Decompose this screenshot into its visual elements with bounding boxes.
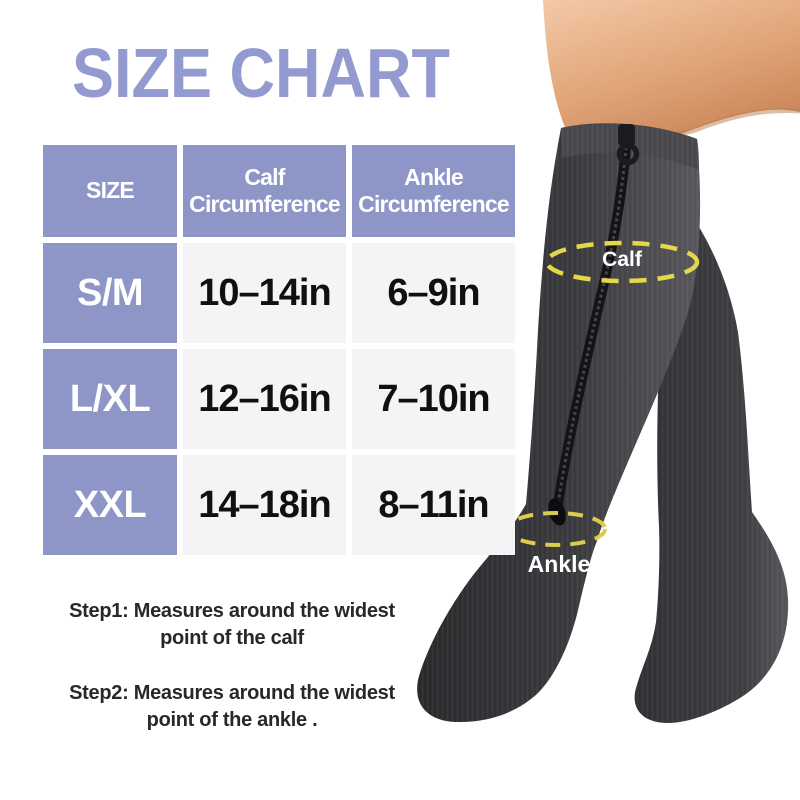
size-table: SIZE Calf Circumference Ankle Circumfere… <box>43 145 515 555</box>
zipper-pull-ring-icon <box>616 142 640 166</box>
header-ankle-circumference: Ankle Circumference <box>352 145 515 237</box>
row-lxl-calf: 12–16in <box>183 349 346 449</box>
step2-line2: point of the ankle . <box>146 709 318 731</box>
row-xxl-ankle: 8–11in <box>352 455 515 555</box>
row-sm-calf: 10–14in <box>183 243 346 343</box>
bare-knee-skin <box>543 0 800 140</box>
calf-label: Calf <box>602 248 643 271</box>
zipper <box>548 124 640 526</box>
page-title: SIZE CHART <box>72 34 450 112</box>
ankle-label: Ankle <box>528 551 591 577</box>
step2-instruction: Step2: Measures around the widest point … <box>32 680 432 734</box>
step2-line1: Step2: Measures around the widest <box>69 682 395 704</box>
row-xxl-calf: 14–18in <box>183 455 346 555</box>
calf-measure-ellipse <box>544 240 700 284</box>
header-calf-circumference: Calf Circumference <box>183 145 346 237</box>
row-sm-ankle: 6–9in <box>352 243 515 343</box>
row-lxl-size: L/XL <box>43 349 177 449</box>
step1-line1: Step1: Measures around the widest <box>69 600 395 622</box>
row-xxl-size: XXL <box>43 455 177 555</box>
row-lxl-ankle: 7–10in <box>352 349 515 449</box>
row-sm-size: S/M <box>43 243 177 343</box>
step1-line2: point of the calf <box>160 627 304 649</box>
step1-instruction: Step1: Measures around the widest point … <box>32 598 432 652</box>
zipper-slider-icon <box>618 124 635 146</box>
header-size: SIZE <box>43 145 177 237</box>
